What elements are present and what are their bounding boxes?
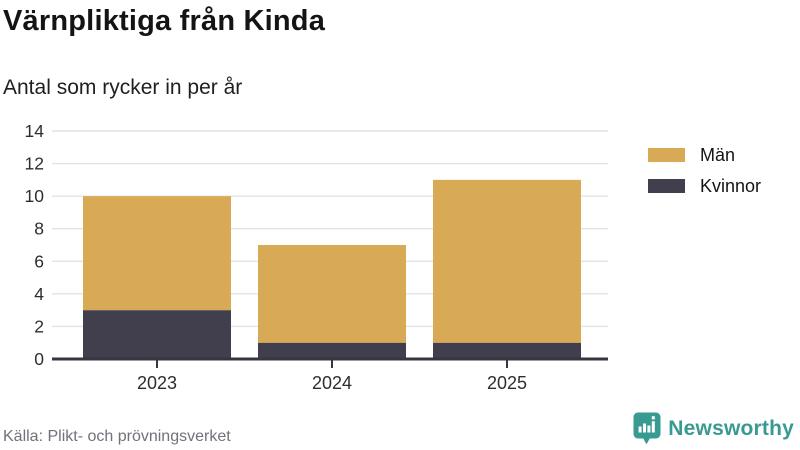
x-tick-label: 2025 <box>487 373 527 393</box>
brand-logo: Newsworthy <box>633 412 794 445</box>
bar-segment-kvinnor-2025 <box>433 342 581 359</box>
y-tick-label: 10 <box>25 186 45 206</box>
bar-segment-män-2025 <box>433 179 581 343</box>
legend-label: Män <box>700 145 736 165</box>
legend-item-kvinnor: Kvinnor <box>648 177 761 195</box>
brand-name: Newsworthy <box>668 416 794 440</box>
legend-item-män: Män <box>648 146 761 164</box>
legend-swatch <box>648 179 685 193</box>
bar-segment-män-2023 <box>83 196 231 311</box>
bar-segment-kvinnor-2024 <box>258 342 406 359</box>
chart-subtitle: Antal som rycker in per år <box>3 76 243 99</box>
y-tick-label: 14 <box>25 121 45 141</box>
y-tick-label: 6 <box>34 251 44 271</box>
y-tick-label: 12 <box>25 154 44 174</box>
x-tick-label: 2024 <box>312 373 352 393</box>
bar-segment-män-2024 <box>258 245 406 343</box>
y-tick-label: 2 <box>34 316 44 336</box>
bar-segment-kvinnor-2023 <box>83 310 231 359</box>
page-title: Värnpliktiga från Kinda <box>3 5 326 37</box>
legend-label: Kvinnor <box>700 176 762 196</box>
source-note: Källa: Plikt- och prövningsverket <box>3 428 231 445</box>
x-tick-label: 2023 <box>137 373 177 393</box>
y-tick-label: 8 <box>34 219 44 239</box>
y-tick-label: 4 <box>34 284 44 304</box>
legend: Män Kvinnor <box>648 146 761 208</box>
newsworthy-icon <box>633 412 661 445</box>
legend-swatch <box>648 148 685 162</box>
y-tick-label: 0 <box>34 349 44 369</box>
